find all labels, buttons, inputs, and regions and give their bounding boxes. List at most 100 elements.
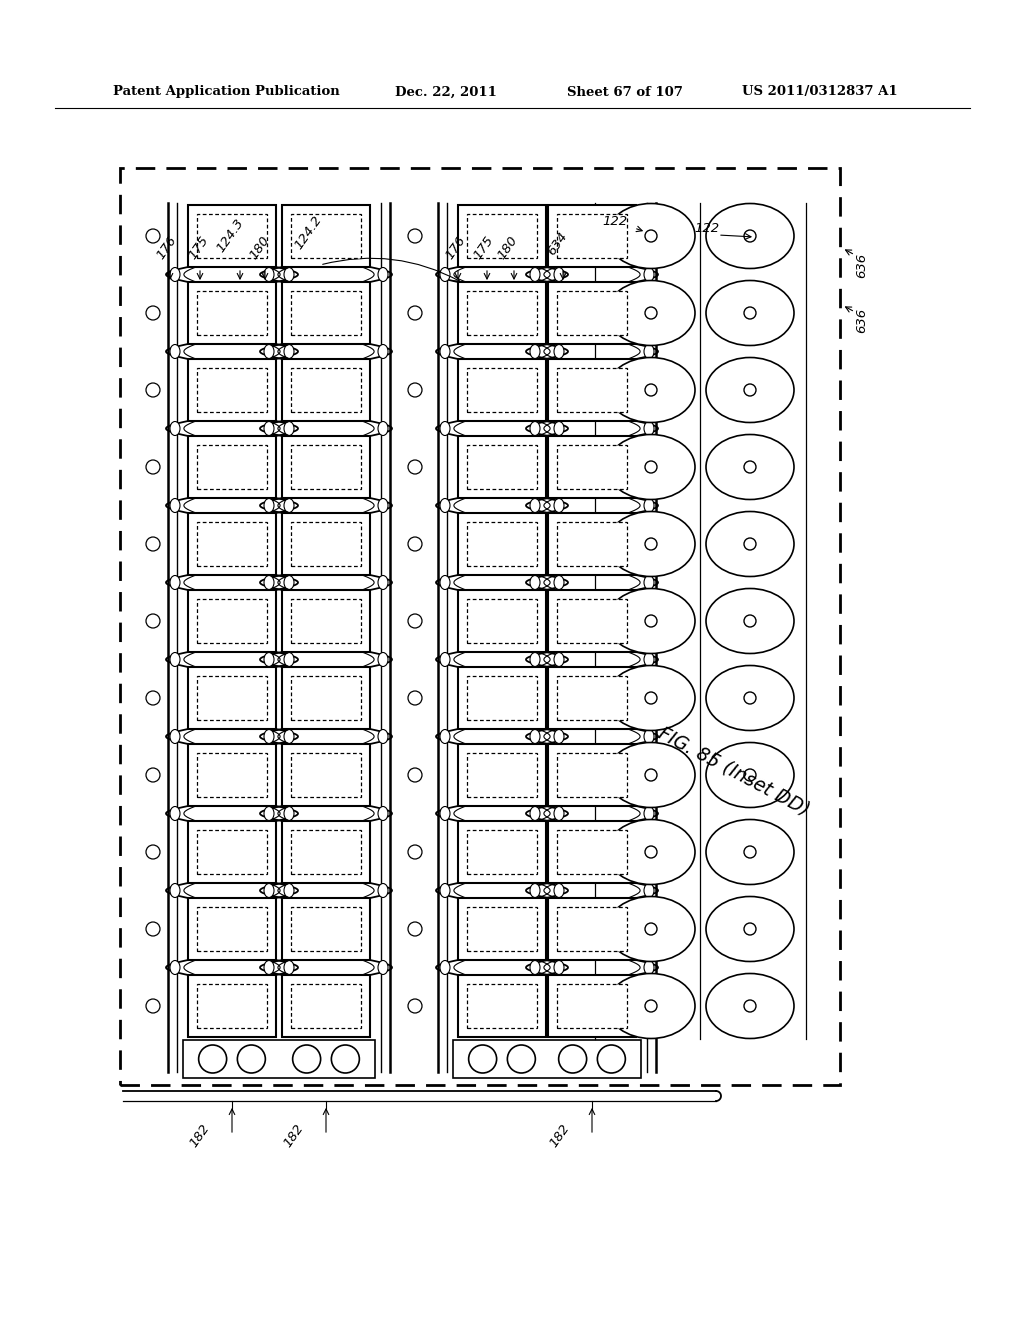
Text: 122: 122 xyxy=(602,215,627,228)
Bar xyxy=(548,590,636,652)
Ellipse shape xyxy=(530,652,540,667)
Bar xyxy=(557,752,627,797)
Ellipse shape xyxy=(706,665,794,730)
Ellipse shape xyxy=(440,961,450,974)
Ellipse shape xyxy=(607,434,695,499)
Ellipse shape xyxy=(607,665,695,730)
Ellipse shape xyxy=(284,807,294,821)
Bar xyxy=(458,898,546,960)
Bar xyxy=(467,907,537,950)
Ellipse shape xyxy=(284,576,294,590)
Bar xyxy=(188,667,276,729)
Bar xyxy=(188,282,276,345)
Bar xyxy=(282,744,370,807)
Ellipse shape xyxy=(554,807,564,821)
Ellipse shape xyxy=(170,961,180,974)
Ellipse shape xyxy=(530,268,540,281)
Bar xyxy=(557,983,627,1028)
Bar xyxy=(291,907,361,950)
Bar xyxy=(548,436,636,498)
Ellipse shape xyxy=(170,345,180,359)
Ellipse shape xyxy=(264,730,274,743)
Bar xyxy=(458,436,546,498)
Ellipse shape xyxy=(378,730,388,743)
Ellipse shape xyxy=(530,961,540,974)
Bar xyxy=(467,214,537,257)
Bar xyxy=(557,521,627,566)
Bar xyxy=(197,214,267,257)
Bar xyxy=(197,983,267,1028)
Ellipse shape xyxy=(284,961,294,974)
Bar xyxy=(291,676,361,719)
Bar xyxy=(291,290,361,335)
Ellipse shape xyxy=(706,434,794,499)
Text: 122: 122 xyxy=(694,222,719,235)
Ellipse shape xyxy=(440,345,450,359)
Ellipse shape xyxy=(440,576,450,590)
Ellipse shape xyxy=(264,268,274,281)
Ellipse shape xyxy=(706,511,794,577)
Bar xyxy=(197,290,267,335)
Bar xyxy=(188,436,276,498)
Ellipse shape xyxy=(554,345,564,359)
Text: 180: 180 xyxy=(248,234,272,261)
Text: 182: 182 xyxy=(187,1122,212,1150)
Ellipse shape xyxy=(170,730,180,743)
Bar xyxy=(458,359,546,421)
Ellipse shape xyxy=(644,883,654,898)
Ellipse shape xyxy=(607,896,695,961)
Ellipse shape xyxy=(706,974,794,1039)
Ellipse shape xyxy=(440,807,450,821)
Ellipse shape xyxy=(284,730,294,743)
Bar xyxy=(467,676,537,719)
Ellipse shape xyxy=(284,268,294,281)
Ellipse shape xyxy=(378,421,388,436)
Ellipse shape xyxy=(378,807,388,821)
Bar xyxy=(197,752,267,797)
Ellipse shape xyxy=(530,807,540,821)
Text: 182: 182 xyxy=(548,1122,572,1150)
Text: 124.3: 124.3 xyxy=(214,216,247,255)
Ellipse shape xyxy=(284,652,294,667)
Text: US 2011/0312837 A1: US 2011/0312837 A1 xyxy=(742,86,898,99)
Bar xyxy=(197,907,267,950)
Bar xyxy=(183,1040,375,1078)
Ellipse shape xyxy=(644,499,654,512)
Bar xyxy=(188,898,276,960)
Bar xyxy=(467,599,537,643)
Bar xyxy=(548,667,636,729)
Bar xyxy=(282,205,370,267)
Ellipse shape xyxy=(706,896,794,961)
Ellipse shape xyxy=(706,589,794,653)
Ellipse shape xyxy=(554,961,564,974)
Text: 636: 636 xyxy=(855,252,868,277)
Bar xyxy=(291,752,361,797)
Bar xyxy=(557,368,627,412)
Ellipse shape xyxy=(706,358,794,422)
Bar xyxy=(282,821,370,883)
Ellipse shape xyxy=(170,268,180,281)
Ellipse shape xyxy=(644,345,654,359)
Text: 182: 182 xyxy=(282,1122,306,1150)
Ellipse shape xyxy=(607,974,695,1039)
Ellipse shape xyxy=(644,652,654,667)
Bar xyxy=(557,214,627,257)
Text: Dec. 22, 2011: Dec. 22, 2011 xyxy=(395,86,497,99)
Ellipse shape xyxy=(284,499,294,512)
Ellipse shape xyxy=(607,358,695,422)
Bar xyxy=(197,599,267,643)
Ellipse shape xyxy=(530,576,540,590)
Bar xyxy=(282,359,370,421)
Ellipse shape xyxy=(264,961,274,974)
Bar xyxy=(291,368,361,412)
Bar xyxy=(467,983,537,1028)
Ellipse shape xyxy=(644,807,654,821)
Bar xyxy=(458,667,546,729)
Bar xyxy=(291,983,361,1028)
Ellipse shape xyxy=(170,576,180,590)
Bar xyxy=(197,521,267,566)
Ellipse shape xyxy=(706,203,794,268)
Ellipse shape xyxy=(170,421,180,436)
Ellipse shape xyxy=(264,345,274,359)
Ellipse shape xyxy=(378,499,388,512)
